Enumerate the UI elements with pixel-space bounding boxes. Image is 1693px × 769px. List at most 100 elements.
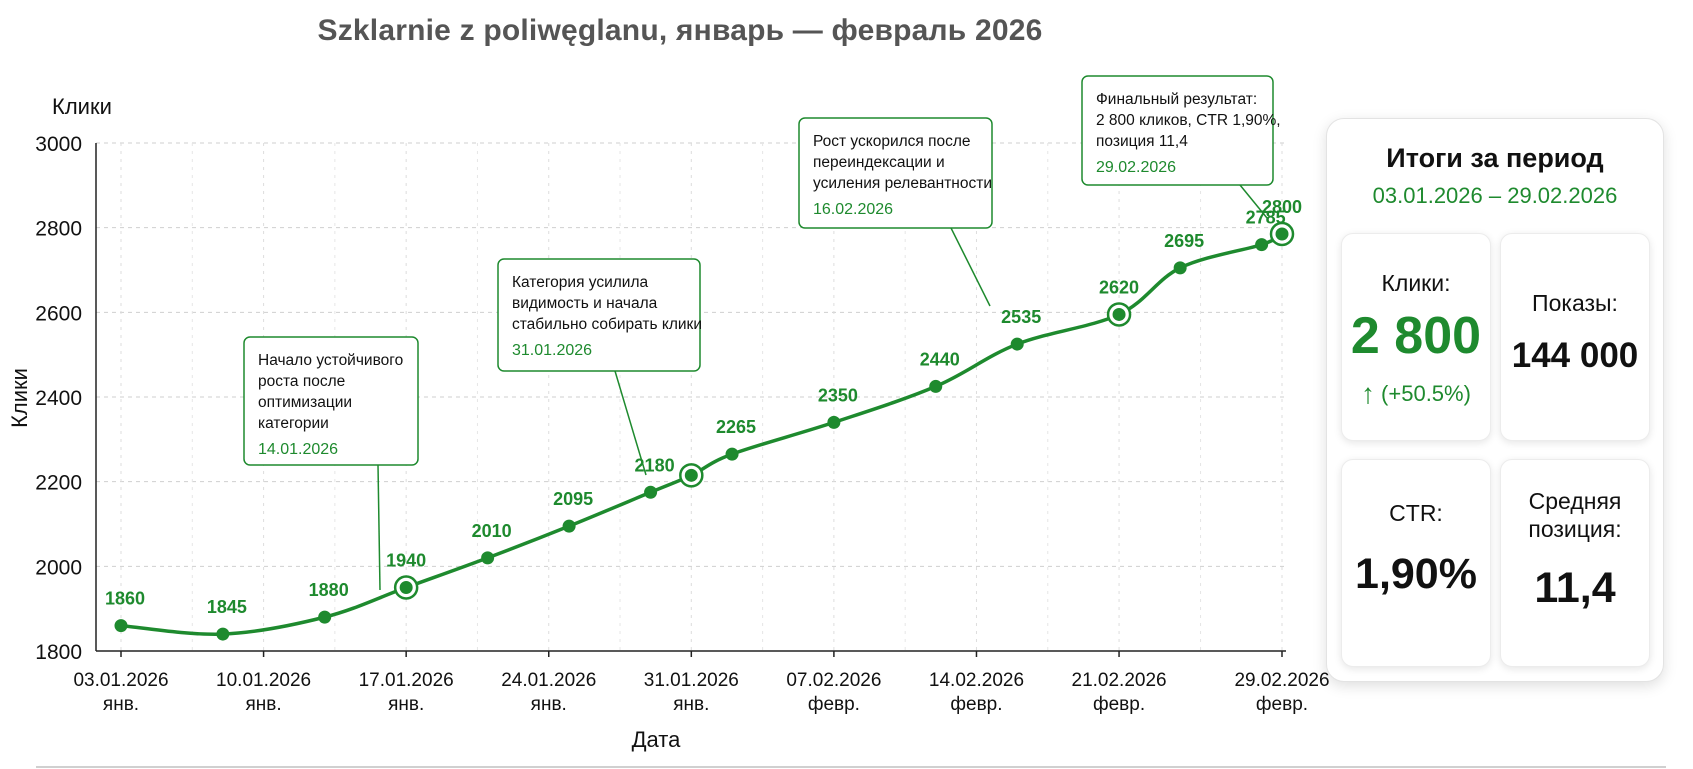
annotation-text: позиция 11,4 [1096,133,1188,150]
y-tick-label: 2600 [35,302,82,325]
x-tick-date: 29.02.2026 [1234,670,1329,691]
summary-title: Итоги за период [1386,143,1604,173]
data-label: 2695 [1164,231,1204,251]
annotation-leader-line [614,370,647,476]
annotation-text: категории [258,415,329,432]
annotation-text: Финальный результат: [1096,91,1257,108]
x-tick-date: 07.02.2026 [786,670,881,691]
clicks-change-text: (+50.5%) [1381,381,1471,406]
clicks-card: Клики: 2 800 ↑ (+50.5%) [1341,233,1491,441]
clicks-label: Клики: [1381,270,1451,296]
highlight-marker-dot [399,581,413,594]
x-tick-month: февр. [950,694,1002,715]
impressions-card: Показы: 144 000 [1500,233,1650,441]
impressions-label: Показы: [1532,290,1618,316]
position-card: Средняя позиция: 11,4 [1500,459,1650,667]
arrow-up-icon: ↑ [1361,378,1376,409]
annotation-text: оптимизации [258,394,352,411]
annotation-text: Рост ускорился после [813,133,971,150]
highlight-marker-dot [684,468,698,482]
bottom-divider [36,766,1666,768]
data-label: 2800 [1262,197,1302,217]
clicks-change: ↑ (+50.5%) [1342,378,1490,410]
data-point [827,415,841,429]
annotation-box [243,336,419,466]
data-label: 2440 [920,349,960,369]
data-point [1255,238,1269,252]
x-tick-date: 14.02.2026 [929,670,1024,691]
position-label-line2: позиция: [1528,516,1622,542]
data-point [318,610,332,624]
data-label: 2265 [716,417,756,437]
annotation-leader-line [1239,184,1268,219]
x-tick-date: 24.01.2026 [501,670,596,691]
data-label: 1845 [207,597,247,617]
data-point [725,447,739,461]
annotation-text: стабильно собирать клики [512,316,702,333]
annotation-date: 29.02.2026 [1096,159,1176,176]
annotation-text: Категория усилила [512,274,648,291]
position-label-line1: Средняя [1528,488,1622,514]
annotation-date: 14.01.2026 [258,441,338,458]
data-point [1010,337,1024,351]
position-value: 11,4 [1534,564,1616,612]
clicks-value: 2 800 [1350,307,1482,365]
y-axis-title: Клики [7,368,32,428]
data-point [562,519,576,533]
annotation-date: 16.02.2026 [813,201,893,218]
summary-period: 03.01.2026 – 29.02.2026 [1372,183,1618,208]
x-tick-date: 17.01.2026 [359,670,454,691]
x-tick-month: янв. [531,694,567,715]
y-tick-label: 1800 [35,641,82,664]
y-tick-label: 2800 [35,218,82,241]
annotation-text: переиндексации и [813,154,945,171]
y-axis-top-label: Клики [52,94,112,119]
chart-subtitle: Szklarnie z poliwęglanu, январь — феврал… [317,14,1043,47]
data-point [481,551,495,565]
data-label: 2535 [1001,307,1041,327]
highlight-marker-dot [1112,307,1126,321]
data-label: 1940 [386,551,426,571]
y-tick-label: 2000 [35,556,82,579]
ctr-label: CTR: [1389,500,1443,526]
clicks-series-line [120,232,1283,636]
x-tick-month: янв. [246,694,282,715]
data-label: 2350 [818,385,858,405]
x-tick-month: февр. [1093,694,1145,715]
x-tick-month: февр. [808,694,860,715]
y-tick-label: 2200 [35,472,82,495]
data-label: 2785 [1246,208,1286,228]
y-tick-label: 3000 [35,133,82,156]
summary-panel: Итоги за период 03.01.2026 – 29.02.2026 … [1326,118,1664,682]
x-tick-month: янв. [388,694,424,715]
annotation-text: видимость и начала [512,295,658,312]
annotation-text: Начало устойчивого [258,352,403,369]
annotation-box [1081,75,1274,186]
x-tick-date: 21.02.2026 [1072,670,1167,691]
data-label: 2010 [472,521,512,541]
data-point [216,627,230,641]
ctr-value: 1,90% [1355,550,1477,598]
annotation-text: усиления релевантности [813,175,992,192]
annotation-box [798,117,993,229]
data-point [1173,261,1187,275]
x-tick-month: янв. [103,694,139,715]
data-label: 2095 [553,489,593,509]
annotation-box [497,258,701,372]
impressions-value: 144 000 [1511,336,1639,375]
ctr-card: CTR: 1,90% [1341,459,1491,667]
data-point [114,619,128,633]
x-axis-title: Дата [632,727,681,752]
data-label: 2620 [1099,277,1139,297]
highlight-marker-dot [1275,227,1289,241]
x-tick-date: 31.01.2026 [644,670,739,691]
data-point [644,485,658,499]
x-tick-date: 10.01.2026 [216,670,311,691]
annotation-leader-line [377,464,381,591]
x-tick-date: 03.01.2026 [73,670,168,691]
x-tick-month: февр. [1256,694,1308,715]
data-label: 1880 [309,580,349,600]
data-label: 1860 [105,589,145,609]
annotation-text: роста после [258,373,345,390]
